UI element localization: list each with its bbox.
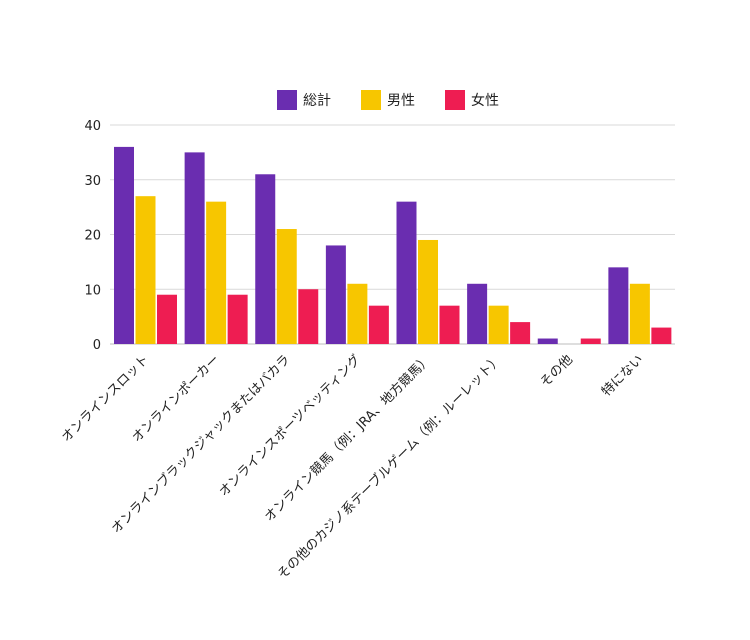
y-axis: 0 10 20 30 40 <box>84 119 101 353</box>
bar-3-2 <box>227 294 248 344</box>
bar-2-2 <box>206 201 227 344</box>
bar-3-4 <box>368 305 389 344</box>
bar-1-1 <box>114 146 134 344</box>
bar-3-3 <box>298 289 319 344</box>
bar-1-4 <box>325 245 346 344</box>
y-tick-label: 30 <box>84 174 101 189</box>
x-tick-label: その他 <box>538 352 576 390</box>
bar-1-3 <box>255 174 276 344</box>
bars <box>114 146 672 344</box>
bar-3-8 <box>651 327 672 344</box>
bar-2-6 <box>488 305 509 344</box>
legend: 総計 男性 女性 <box>277 90 499 110</box>
legend-swatch-1 <box>277 90 297 110</box>
y-tick-label: 20 <box>84 229 101 244</box>
x-tick-label: オンラインスポーツベッティング <box>216 352 364 500</box>
bar-3-5 <box>439 305 460 344</box>
x-tick-label: 特にない <box>599 352 646 399</box>
bar-2-1 <box>135 196 156 344</box>
bar-3-1 <box>157 294 177 344</box>
legend-swatch-3 <box>445 90 465 110</box>
y-tick-label: 10 <box>84 283 101 298</box>
bar-1-7 <box>537 338 558 344</box>
bar-2-3 <box>276 229 297 344</box>
legend-label-1: 総計 <box>303 93 331 109</box>
y-tick-label: 40 <box>84 119 101 134</box>
bar-1-5 <box>396 201 417 344</box>
bar-1-8 <box>608 267 629 344</box>
legend-label-2: 男性 <box>387 93 415 109</box>
y-tick-label: 0 <box>93 338 101 353</box>
bar-3-6 <box>510 322 531 344</box>
legend-swatch-2 <box>361 90 381 110</box>
bar-2-8 <box>629 283 650 344</box>
bar-1-2 <box>184 152 205 344</box>
legend-label-3: 女性 <box>471 92 499 109</box>
bar-1-6 <box>467 283 488 344</box>
bar-2-4 <box>347 283 368 344</box>
bar-3-7 <box>580 338 601 344</box>
x-axis: オンラインスロットオンラインポーカーオンラインブラックジャックまたはバカラオンラ… <box>59 352 647 583</box>
bar-2-5 <box>418 239 438 344</box>
